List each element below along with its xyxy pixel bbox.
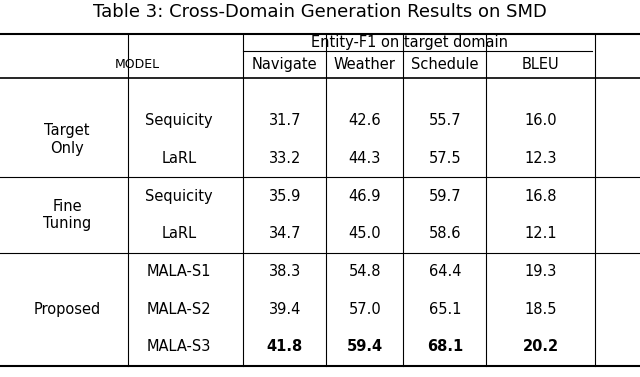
Text: LaRL: LaRL [162,151,196,166]
Text: 57.5: 57.5 [429,151,461,166]
Text: Schedule: Schedule [411,57,479,72]
Text: Sequicity: Sequicity [145,113,213,128]
Text: Weather: Weather [334,57,396,72]
Text: Sequicity: Sequicity [145,188,213,204]
Text: MODEL: MODEL [115,58,160,71]
Text: 46.9: 46.9 [349,188,381,204]
Text: 39.4: 39.4 [269,302,301,317]
Text: 41.8: 41.8 [267,339,303,354]
Text: 68.1: 68.1 [427,339,463,354]
Text: MALA-S2: MALA-S2 [147,302,211,317]
Text: LaRL: LaRL [162,226,196,241]
Text: Fine
Tuning: Fine Tuning [43,199,92,231]
Text: 16.8: 16.8 [525,188,557,204]
Text: 35.9: 35.9 [269,188,301,204]
Text: Table 3: Cross-Domain Generation Results on SMD: Table 3: Cross-Domain Generation Results… [93,3,547,21]
Text: 38.3: 38.3 [269,264,301,279]
Text: 20.2: 20.2 [523,339,559,354]
Text: 54.8: 54.8 [349,264,381,279]
Text: 55.7: 55.7 [429,113,461,128]
Text: MALA-S3: MALA-S3 [147,339,211,354]
Text: 33.2: 33.2 [269,151,301,166]
Text: 59.4: 59.4 [347,339,383,354]
Text: 19.3: 19.3 [525,264,557,279]
Text: BLEU: BLEU [522,57,559,72]
Text: Proposed: Proposed [33,302,101,317]
Text: 12.3: 12.3 [525,151,557,166]
Text: 57.0: 57.0 [348,302,381,317]
Text: Navigate: Navigate [252,57,317,72]
Text: 58.6: 58.6 [429,226,461,241]
Text: 12.1: 12.1 [525,226,557,241]
Text: 65.1: 65.1 [429,302,461,317]
Text: 45.0: 45.0 [349,226,381,241]
Text: 42.6: 42.6 [349,113,381,128]
Text: MALA-S1: MALA-S1 [147,264,211,279]
Text: 44.3: 44.3 [349,151,381,166]
Text: Entity-F1 on target domain: Entity-F1 on target domain [311,35,508,50]
Text: 59.7: 59.7 [429,188,461,204]
Text: 31.7: 31.7 [269,113,301,128]
Text: 64.4: 64.4 [429,264,461,279]
Text: 34.7: 34.7 [269,226,301,241]
Text: Target
Only: Target Only [44,124,90,156]
Text: 16.0: 16.0 [525,113,557,128]
Text: 18.5: 18.5 [525,302,557,317]
